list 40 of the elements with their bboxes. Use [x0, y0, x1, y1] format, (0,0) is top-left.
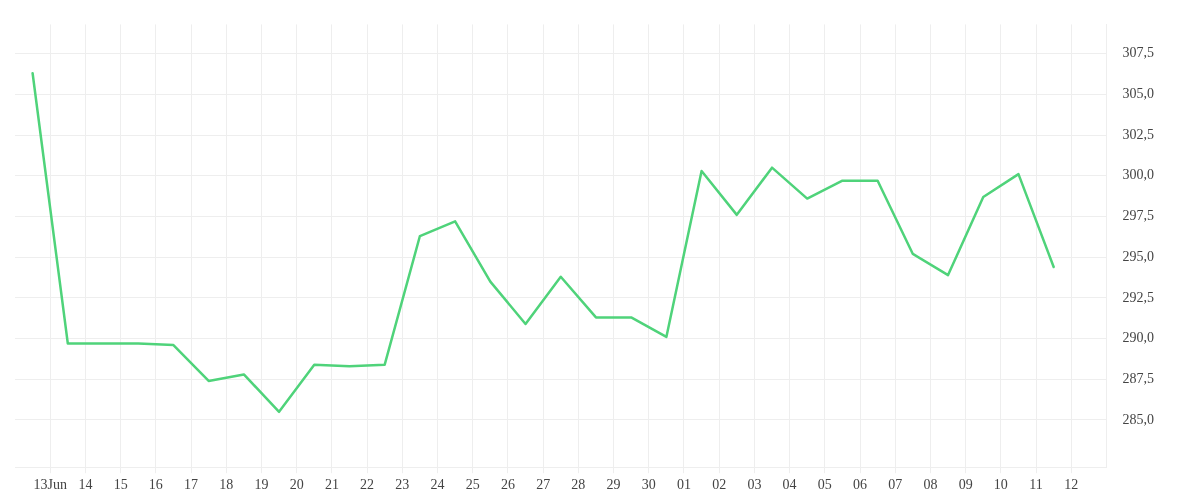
x-tick-label: 04 [782, 477, 797, 493]
y-tick-label: 302,5 [1122, 126, 1154, 142]
x-tick-label: 22 [360, 477, 375, 493]
x-tick-label: 16 [148, 477, 163, 493]
x-tick-label: 08 [923, 477, 938, 493]
x-tick-label: 23 [395, 477, 410, 493]
x-tick-label: 01 [676, 477, 691, 493]
y-tick-label: 287,5 [1122, 370, 1154, 386]
y-tick-label: 290,0 [1122, 330, 1154, 346]
x-tick-label: 09 [958, 477, 973, 493]
x-tick-label: 15 [113, 477, 128, 493]
x-tick-label: 06 [853, 477, 868, 493]
x-tick-label: 25 [465, 477, 480, 493]
y-tick-label: 285,0 [1122, 411, 1154, 427]
x-tick-label: 17 [184, 477, 199, 493]
x-tick-label: 13Jun [33, 477, 67, 493]
x-tick-label: 11 [1029, 477, 1043, 493]
x-tick-label: 19 [254, 477, 269, 493]
x-tick-label: 20 [289, 477, 304, 493]
x-tick-label: 24 [430, 477, 445, 493]
y-tick-label: 300,0 [1122, 167, 1154, 183]
x-tick-label: 12 [1064, 477, 1079, 493]
x-tick-label: 10 [993, 477, 1008, 493]
y-tick-label: 307,5 [1122, 45, 1154, 61]
x-tick-label: 21 [324, 477, 339, 493]
x-tick-label: 18 [219, 477, 234, 493]
y-tick-label: 305,0 [1122, 86, 1154, 102]
x-tick-label: 26 [500, 477, 515, 493]
y-tick-label: 292,5 [1122, 289, 1154, 305]
y-tick-label: 297,5 [1122, 208, 1154, 224]
x-tick-label: 03 [747, 477, 762, 493]
x-tick-label: 30 [641, 477, 656, 493]
y-tick-label: 295,0 [1122, 248, 1154, 264]
x-tick-label: 29 [606, 477, 621, 493]
x-tick-label: 14 [78, 477, 93, 493]
x-tick-label: 28 [571, 477, 586, 493]
x-tick-label: 07 [888, 477, 903, 493]
x-tick-label: 27 [536, 477, 551, 493]
x-tick-label: 02 [712, 477, 727, 493]
x-tick-label: 05 [817, 477, 832, 493]
